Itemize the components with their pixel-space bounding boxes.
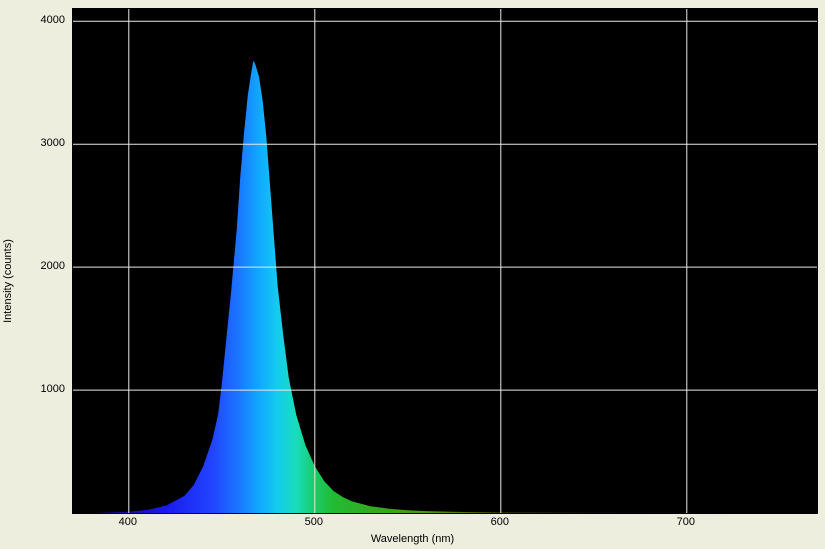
y-tick-label: 4000 xyxy=(25,14,65,26)
x-tick-label: 600 xyxy=(491,516,509,528)
y-tick-label: 3000 xyxy=(25,137,65,149)
y-tick-label: 2000 xyxy=(25,260,65,272)
x-tick-label: 700 xyxy=(677,516,695,528)
x-tick-label: 500 xyxy=(305,516,323,528)
x-tick-label: 400 xyxy=(119,516,137,528)
y-tick-label: 1000 xyxy=(25,383,65,395)
spectrum-area xyxy=(92,61,817,513)
y-axis-label: Intensity (counts) xyxy=(2,239,14,323)
x-axis-label: Wavelength (nm) xyxy=(371,533,454,545)
plot-area xyxy=(72,8,818,514)
spectrum-svg xyxy=(73,9,817,513)
